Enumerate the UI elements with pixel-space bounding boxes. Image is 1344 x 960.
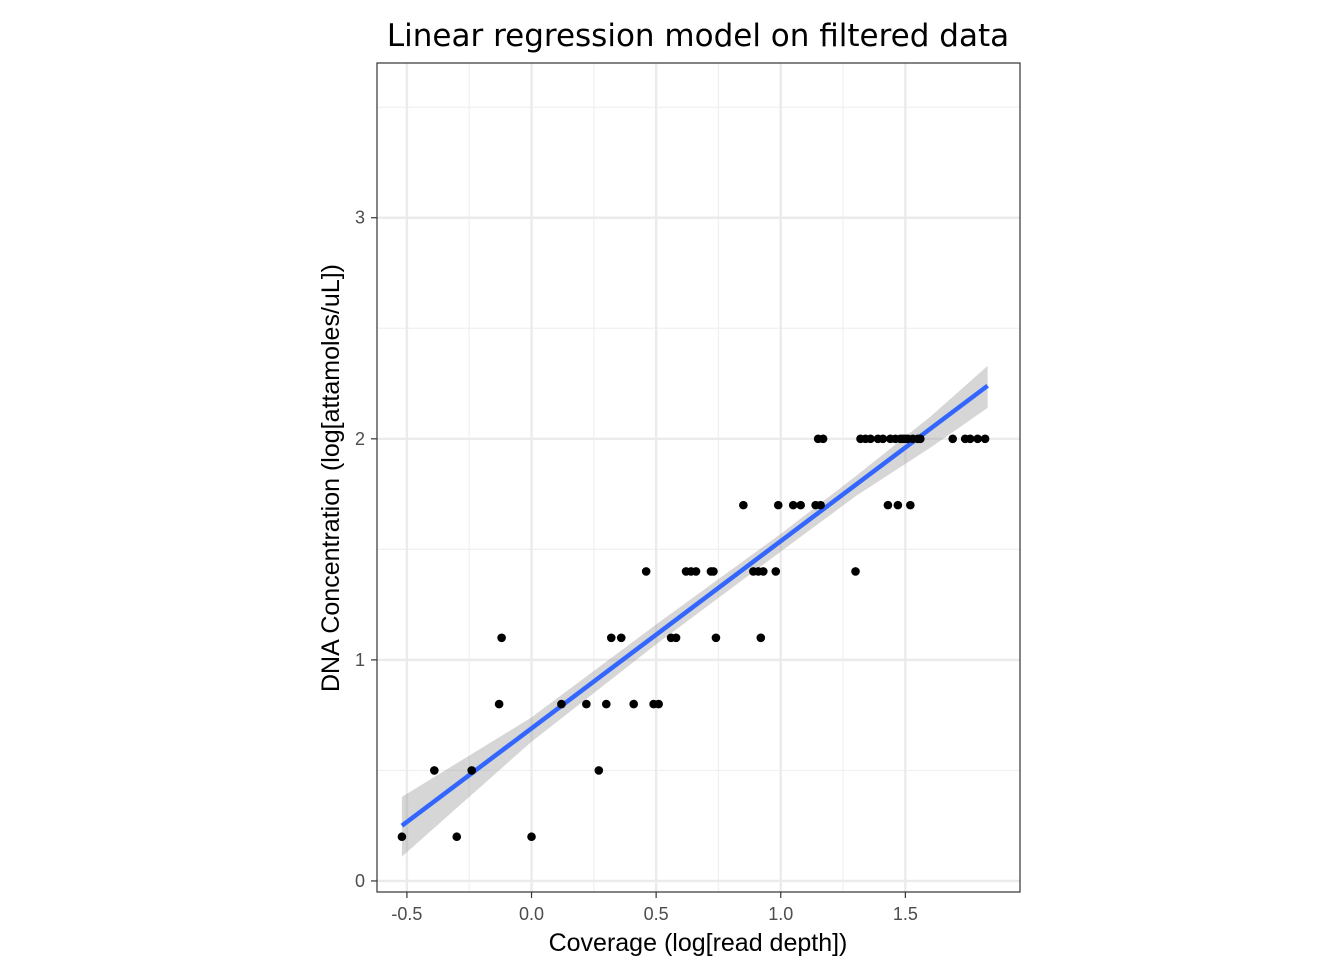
data-point <box>711 633 721 643</box>
data-point <box>671 633 681 643</box>
data-point <box>601 699 611 709</box>
data-point <box>497 633 506 643</box>
y-axis: 0 1 2 3 <box>355 208 377 891</box>
data-point <box>606 633 616 643</box>
x-axis-title: Coverage (log[read depth]) <box>549 929 848 957</box>
regression-line <box>400 383 989 828</box>
data-point <box>878 434 888 444</box>
y-tick-label: 3 <box>355 208 365 228</box>
data-point <box>527 832 536 842</box>
data-point <box>629 699 639 709</box>
data-point <box>771 567 781 576</box>
x-tick-label: 0.5 <box>644 904 669 924</box>
data-point <box>430 766 439 775</box>
data-point <box>756 633 766 643</box>
confidence-band-layer <box>401 365 988 857</box>
y-axis-title: DNA Concentration (log[attamoles/uL]) <box>317 264 345 692</box>
plot-border <box>376 62 1021 893</box>
data-point <box>467 766 477 775</box>
data-point <box>709 567 718 576</box>
data-point <box>594 766 604 775</box>
x-tick-label: -0.5 <box>391 904 422 924</box>
confidence-band <box>401 365 988 857</box>
grid-lines <box>377 63 1020 892</box>
data-point <box>641 567 651 576</box>
y-tick-label: 0 <box>355 871 365 891</box>
data-point <box>691 567 701 576</box>
data-point <box>788 500 798 510</box>
chart-title: Linear regression model on filtered data <box>387 18 1009 54</box>
y-tick-label: 2 <box>355 429 365 449</box>
plot-panel <box>377 63 1020 892</box>
x-tick-label: 1.0 <box>768 904 793 924</box>
data-point <box>851 567 860 576</box>
data-point <box>616 633 626 643</box>
data-point <box>654 699 663 709</box>
data-point <box>494 699 504 709</box>
data-point <box>965 434 975 444</box>
data-point <box>452 832 462 842</box>
data-point <box>916 434 925 444</box>
data-point <box>866 434 875 444</box>
data-point <box>818 434 828 444</box>
data-point <box>816 500 825 510</box>
data-points <box>397 434 990 842</box>
data-point <box>773 500 783 510</box>
data-point <box>893 500 903 510</box>
y-tick-label: 1 <box>355 650 365 670</box>
data-point <box>883 500 893 510</box>
data-point <box>582 699 591 709</box>
data-point <box>557 699 566 709</box>
data-point <box>973 434 982 444</box>
regression-line-layer <box>400 383 989 828</box>
data-point <box>948 434 958 444</box>
x-tick-label: 0.0 <box>519 904 544 924</box>
data-point <box>739 500 748 510</box>
data-point <box>980 434 990 444</box>
data-point <box>758 567 768 576</box>
x-axis: -0.5 0.0 0.5 1.0 1.5 <box>391 892 918 924</box>
data-point <box>796 500 805 510</box>
data-point <box>906 500 915 510</box>
data-point <box>397 832 407 842</box>
x-tick-label: 1.5 <box>893 904 918 924</box>
